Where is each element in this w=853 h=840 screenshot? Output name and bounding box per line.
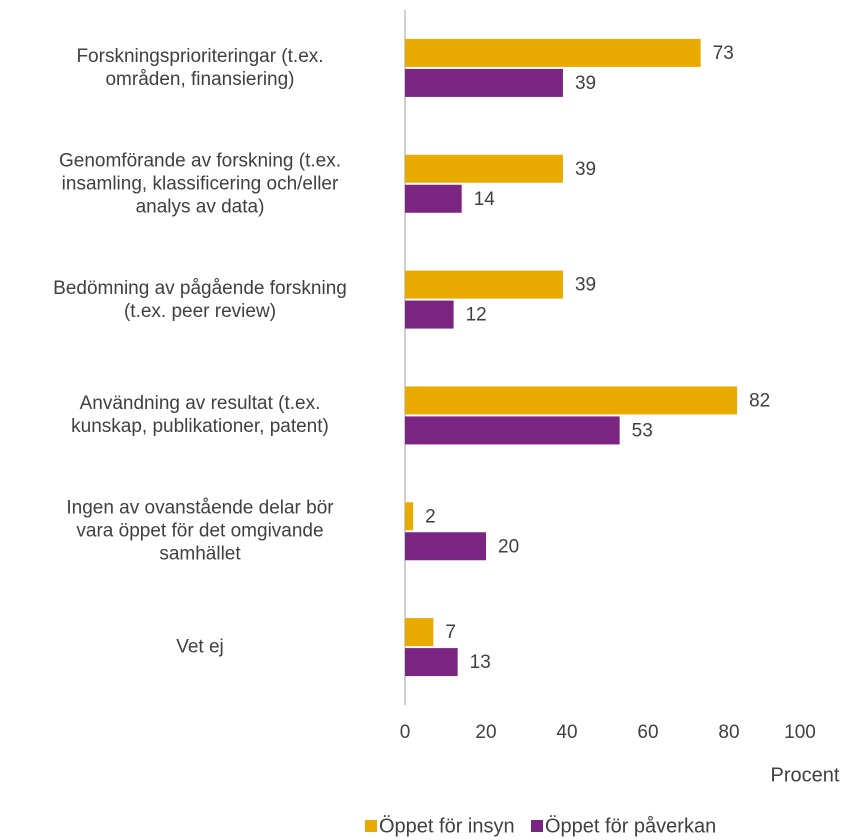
value-label: 73 [713, 43, 734, 64]
x-tick-label: 20 [475, 722, 496, 743]
category-label: Användning av resultat (t.ex. kunskap, p… [71, 393, 329, 438]
bar [405, 502, 414, 531]
x-axis-label: Procent [771, 764, 840, 786]
bar [405, 386, 738, 415]
legend-swatch [365, 820, 377, 832]
x-tick-label: 100 [784, 722, 816, 743]
legend-label: Öppet för påverkan [545, 815, 716, 837]
value-label: 39 [575, 73, 596, 94]
value-label: 13 [470, 652, 491, 673]
bar [405, 154, 563, 183]
bar [405, 184, 462, 213]
bar [405, 68, 563, 97]
value-label: 7 [445, 622, 456, 643]
bar [405, 416, 620, 445]
bar [405, 38, 701, 67]
category-label: Bedömning av pågående forskning (t.ex. p… [53, 277, 347, 322]
value-label: 39 [575, 159, 596, 180]
legend-label: Öppet för insyn [379, 815, 515, 837]
x-tick-label: 60 [637, 722, 658, 743]
bar [405, 270, 563, 299]
category-label: Vet ej [176, 636, 224, 658]
bar [405, 648, 458, 677]
category-label: Genomförande av forskning (t.ex. insamli… [59, 150, 341, 218]
category-label: Ingen av ovanstående delar bör vara öppe… [66, 497, 334, 565]
legend-swatch [531, 820, 543, 832]
x-tick-label: 0 [400, 722, 411, 743]
value-label: 14 [474, 189, 496, 210]
bar [405, 618, 434, 647]
value-label: 20 [498, 536, 519, 557]
bar [405, 532, 486, 561]
value-label: 12 [466, 305, 487, 326]
x-tick-label: 80 [718, 722, 739, 743]
x-tick-label: 40 [556, 722, 577, 743]
value-label: 82 [749, 390, 770, 411]
bar [405, 300, 454, 329]
category-label: Forskningsprioriteringar (t.ex. områden,… [76, 45, 324, 90]
value-label: 39 [575, 275, 596, 296]
value-label: 53 [632, 420, 653, 441]
value-label: 2 [425, 506, 436, 527]
